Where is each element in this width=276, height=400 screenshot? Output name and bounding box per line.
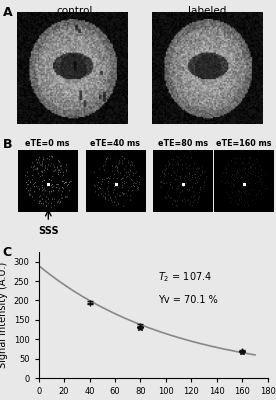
Y-axis label: Signal Intensity (A.U.): Signal Intensity (A.U.) xyxy=(0,262,8,368)
Text: control: control xyxy=(56,6,93,16)
Text: $T_2$ = 107.4: $T_2$ = 107.4 xyxy=(158,270,212,284)
Text: eTE=160 ms: eTE=160 ms xyxy=(216,139,271,148)
Text: A: A xyxy=(3,6,12,19)
Text: B: B xyxy=(3,138,12,151)
Text: eTE=40 ms: eTE=40 ms xyxy=(90,139,140,148)
Text: labeled: labeled xyxy=(188,6,226,16)
Text: C: C xyxy=(3,246,12,259)
Text: Yv = 70.1 %: Yv = 70.1 % xyxy=(158,295,217,305)
Text: eTE=80 ms: eTE=80 ms xyxy=(158,139,208,148)
Text: SSS: SSS xyxy=(38,226,59,236)
Text: eTE=0 ms: eTE=0 ms xyxy=(25,139,70,148)
